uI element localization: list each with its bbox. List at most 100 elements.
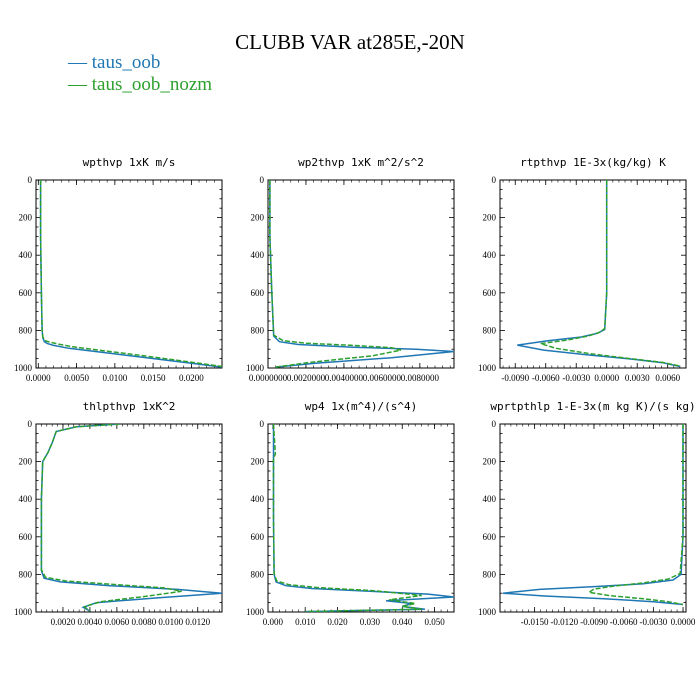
y-tick-label: 600 [251, 288, 265, 298]
x-tick-label: 0.050 [424, 617, 445, 627]
x-tick-label: 0.020 [327, 617, 348, 627]
y-tick-label: 800 [483, 569, 497, 579]
x-tick-label: 0.0060 [104, 617, 129, 627]
series-line-taus-oob [39, 180, 222, 368]
x-tick-label: -0.0060 [532, 373, 560, 383]
subplot-title: wp4 1x(m^4)/(s^4) [305, 400, 418, 413]
y-tick-label: 800 [251, 569, 265, 579]
y-tick-label: 800 [483, 325, 497, 335]
x-tick-label: 0.010 [295, 617, 316, 627]
x-tick-label: 0.030 [360, 617, 381, 627]
series-line-taus-oob [502, 424, 684, 606]
y-tick-label: 1000 [246, 363, 265, 373]
y-tick-label: 0 [492, 175, 497, 185]
series-line-taus-oob [517, 180, 681, 368]
y-tick-label: 0 [28, 175, 33, 185]
legend-item-taus-oob-nozm: — taus_oob_nozm [68, 74, 212, 96]
plot-frame [267, 179, 455, 369]
legend-item-taus-oob: — taus_oob [68, 52, 160, 74]
subplot-title: wp2thvp 1xK m^2/s^2 [298, 156, 424, 169]
series-line-taus-oob-nozm [269, 180, 402, 368]
plot-frame [35, 423, 223, 613]
y-tick-label: 1000 [246, 607, 265, 617]
y-tick-label: 600 [483, 288, 497, 298]
y-tick-label: 1000 [14, 607, 33, 617]
subplot-3: rtpthvp 1E-3x(kg/kg) K02004006008001000-… [478, 156, 687, 383]
y-tick-label: 200 [251, 457, 265, 467]
x-tick-label: 0.0020 [51, 617, 76, 627]
y-tick-label: 200 [483, 213, 497, 223]
x-tick-label: 0.0080000 [401, 373, 440, 383]
y-tick-label: 200 [483, 457, 497, 467]
x-tick-label: -0.0120 [550, 617, 578, 627]
legend-label: taus_oob [91, 52, 161, 73]
y-tick-label: 600 [251, 532, 265, 542]
subplot-title: thlpthvp 1xK^2 [83, 400, 176, 413]
legend-line-marker: — [68, 52, 92, 73]
legend-label: taus_oob_nozm [91, 74, 213, 95]
subplot-2: wp2thvp 1xK m^2/s^2020040060080010000.00… [246, 156, 455, 383]
x-tick-label: 0.0150 [141, 373, 166, 383]
series-line-taus-oob-nozm [586, 424, 684, 606]
x-tick-label: 0.040 [392, 617, 413, 627]
x-tick-label: 0.0120 [185, 617, 210, 627]
series-line-taus-oob-nozm [40, 424, 182, 612]
x-tick-label: 0.0050 [64, 373, 89, 383]
subplot-title: wprtpthlp 1-E-3x(m kg K)/(s kg) [490, 400, 695, 413]
y-tick-label: 600 [19, 532, 33, 542]
series-line-taus-oob-nozm [272, 424, 422, 612]
subplot-6: wprtpthlp 1-E-3x(m kg K)/(s kg) 0 200 400 60… [478, 400, 696, 627]
y-tick-label: 1000 [478, 607, 497, 617]
page-title: CLUBB VAR at285E,-20N [235, 30, 465, 54]
y-tick-label: 800 [19, 569, 33, 579]
y-tick-label: 800 [251, 325, 265, 335]
y-tick-label: 0 [260, 419, 265, 429]
plot-frame [499, 179, 687, 369]
series-line-taus-oob [40, 424, 222, 612]
x-tick-label: 0.0040 [78, 617, 103, 627]
y-tick-label: 200 [19, 457, 33, 467]
y-tick-label: 1000 [478, 363, 497, 373]
x-tick-label: 0.0000 [26, 373, 51, 383]
y-tick-label: 200 [251, 213, 265, 223]
subplot-title: rtpthvp 1E-3x(kg/kg) K [520, 156, 666, 169]
x-tick-label: -0.0030 [639, 617, 667, 627]
x-tick-label: 0.000 [263, 617, 284, 627]
y-tick-label: 400 [19, 250, 33, 260]
x-tick-label: -0.0030 [562, 373, 590, 383]
x-tick-label: -0.0090 [580, 617, 608, 627]
y-tick-label: 800 [19, 325, 33, 335]
x-tick-label: 0.0030 [625, 373, 650, 383]
x-tick-label: 0.0020000 [287, 373, 326, 383]
plot-frame [267, 423, 455, 613]
series-line-taus-oob-nozm [540, 180, 681, 367]
y-tick-label: 200 [19, 213, 33, 223]
x-tick-label: 0.0100 [158, 617, 183, 627]
x-tick-label: 0.0040000 [325, 373, 364, 383]
plot-frame [499, 423, 687, 613]
y-tick-label: 400 [483, 494, 497, 504]
y-tick-label: 400 [251, 494, 265, 504]
y-tick-label: 0 [492, 419, 497, 429]
y-tick-label: 1000 [14, 363, 33, 373]
y-tick-label: 0 [260, 175, 265, 185]
x-tick-label: -0.0060 [610, 617, 638, 627]
x-tick-label: 0.0000 [671, 617, 696, 627]
x-tick-label: 0.0000000 [249, 373, 288, 383]
x-tick-label: 0.0080 [131, 617, 156, 627]
y-tick-label: 400 [19, 494, 33, 504]
x-tick-label: 0.0100 [102, 373, 127, 383]
x-tick-label: 0.0200 [179, 373, 204, 383]
x-tick-label: -0.0090 [501, 373, 529, 383]
series-line-taus-oob-nozm [39, 180, 222, 368]
x-tick-label: -0.0150 [521, 617, 549, 627]
x-tick-label: 0.0060000 [363, 373, 402, 383]
y-tick-label: 400 [251, 250, 265, 260]
y-tick-label: 0 [28, 419, 33, 429]
x-tick-label: 0.0000 [594, 373, 619, 383]
series-line-taus-oob [272, 424, 454, 612]
legend-line-marker: — [68, 74, 92, 95]
